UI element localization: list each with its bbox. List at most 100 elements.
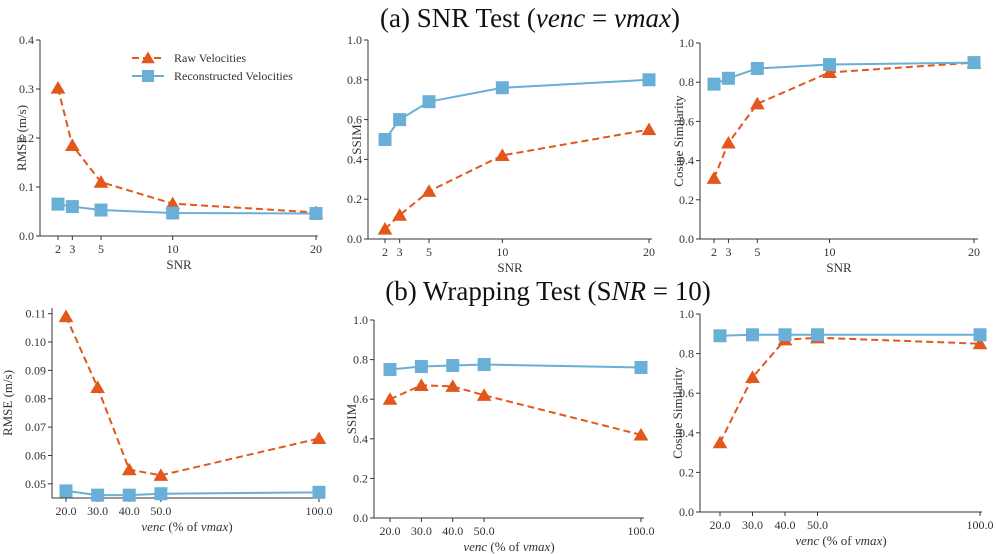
x-axis-label: venc (% of vmax) <box>795 533 886 548</box>
raw-marker <box>93 175 109 188</box>
y-tick-label: 0.0 <box>347 232 362 246</box>
raw-line <box>57 87 317 214</box>
series-reconstructed <box>59 484 326 502</box>
series-reconstructed <box>383 358 648 376</box>
reconstructed-marker <box>778 328 792 342</box>
panel-b3: 0.0 0.2 0.4 0.6 0.8 1.0 20.0 30.0 40.0 50.0 100.0 v… <box>670 307 994 548</box>
legend-reconstructed-marker <box>142 70 154 82</box>
reconstructed-line <box>384 78 650 141</box>
raw-marker <box>749 96 765 110</box>
series-reconstructed <box>51 197 323 220</box>
reconstructed-marker <box>91 488 105 502</box>
x-axis-label: venc (% of vmax) <box>141 519 232 534</box>
x-tick-label: 5 <box>98 242 104 256</box>
reconstructed-marker <box>750 61 764 75</box>
raw-marker <box>377 222 393 235</box>
y-tick-label: 0.09 <box>25 363 46 377</box>
raw-marker <box>153 468 169 481</box>
y-tick-label: 0.6 <box>679 114 694 128</box>
y-tick-label: 0.05 <box>25 477 46 491</box>
y-tick-label: 0.3 <box>19 82 34 96</box>
y-tick-label: 0.8 <box>347 73 362 87</box>
raw-line <box>713 61 975 179</box>
x-tick-label: 40.0 <box>442 524 463 538</box>
series-reconstructed <box>707 56 981 91</box>
x-axis-label: SNR <box>497 260 523 275</box>
reconstructed-marker <box>154 487 168 501</box>
x-tick-label: 10 <box>496 245 508 259</box>
y-tick-label: 0.0 <box>679 232 694 246</box>
reconstructed-marker <box>378 133 392 146</box>
x-tick-label: 100.0 <box>306 504 333 518</box>
reconstructed-marker <box>642 73 656 87</box>
y-axis-label: SSIM <box>349 124 364 155</box>
reconstructed-marker <box>166 206 180 220</box>
x-tick-label: 30.0 <box>411 524 432 538</box>
raw-marker <box>706 171 722 184</box>
y-axis-label: Cosine Similarity <box>670 367 685 459</box>
reconstructed-marker <box>422 95 436 109</box>
x-tick-label: 10 <box>824 245 836 259</box>
series-reconstructed <box>713 328 987 343</box>
reconstructed-marker <box>122 488 136 502</box>
reconstructed-marker <box>65 200 79 214</box>
raw-marker <box>476 388 492 401</box>
y-tick-label: 0.4 <box>353 432 368 446</box>
x-axis-label: SNR <box>166 257 192 272</box>
raw-marker <box>392 208 408 221</box>
section-b-title: (b) Wrapping Test (SNR = 10) <box>385 276 710 306</box>
x-tick-label: 2 <box>711 245 717 259</box>
reconstructed-marker <box>393 113 407 127</box>
x-tick-label: 20.0 <box>710 518 731 532</box>
reconstructed-marker <box>495 81 509 95</box>
x-tick-label: 50.0 <box>807 518 828 532</box>
y-tick-label: 0.2 <box>679 193 694 207</box>
reconstructed-marker <box>811 328 824 342</box>
y-tick-label: 0.2 <box>353 471 368 485</box>
x-tick-label: 2 <box>382 245 388 259</box>
raw-marker <box>64 138 80 151</box>
x-tick-label: 20.0 <box>56 504 77 518</box>
y-tick-label: 0.8 <box>353 353 368 367</box>
x-tick-label: 10 <box>167 242 179 256</box>
y-tick-label: 0.1 <box>19 180 34 194</box>
section-a-title: (a) SNR Test (venc = vmax) <box>380 3 680 33</box>
raw-marker <box>972 336 988 350</box>
y-tick-label: 0.8 <box>679 347 694 361</box>
y-tick-label: 0.06 <box>25 448 46 462</box>
raw-marker <box>633 427 649 441</box>
y-axis-label: SSIM <box>344 403 359 434</box>
series-raw <box>377 122 657 235</box>
reconstructed-marker <box>414 360 428 374</box>
raw-marker <box>58 309 74 323</box>
x-tick-label: 2 <box>55 242 61 256</box>
raw-line <box>389 384 642 436</box>
reconstructed-marker <box>312 485 326 499</box>
raw-marker <box>121 462 137 476</box>
raw-marker <box>311 431 327 445</box>
x-axis-label: venc (% of vmax) <box>463 539 554 554</box>
y-tick-label: 0.4 <box>19 33 34 47</box>
x-tick-label: 5 <box>426 245 432 259</box>
legend-reconstructed-label: Reconstructed Velocities <box>174 69 293 83</box>
y-tick-label: 1.0 <box>353 313 368 327</box>
reconstructed-marker <box>967 56 981 70</box>
x-tick-label: 100.0 <box>628 524 655 538</box>
y-tick-label: 0.4 <box>679 426 694 440</box>
legend-raw-label: Raw Velocities <box>174 51 246 65</box>
raw-line <box>384 128 650 230</box>
raw-line <box>65 316 320 477</box>
y-tick-label: 1.0 <box>347 33 362 47</box>
y-tick-label: 0.2 <box>19 131 34 145</box>
x-axis-label: SNR <box>826 260 852 275</box>
series-raw <box>382 378 649 441</box>
raw-marker <box>421 184 437 197</box>
reconstructed-marker <box>973 328 987 342</box>
x-tick-label: 100.0 <box>967 518 994 532</box>
reconstructed-marker <box>51 197 65 211</box>
raw-marker <box>90 380 105 394</box>
x-tick-label: 40.0 <box>775 518 796 532</box>
y-tick-label: 0.2 <box>347 192 362 206</box>
raw-marker <box>50 81 66 94</box>
reconstructed-marker <box>477 358 491 372</box>
